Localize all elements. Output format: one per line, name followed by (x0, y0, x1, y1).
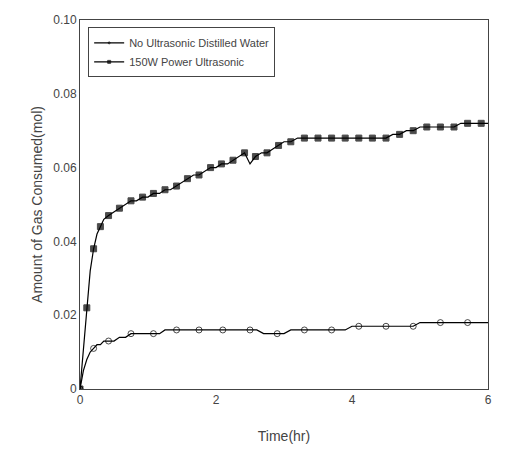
svg-text:Time(hr): Time(hr) (258, 428, 310, 444)
svg-text:0: 0 (77, 393, 84, 407)
svg-text:150W Power Ultrasonic: 150W Power Ultrasonic (129, 56, 244, 68)
svg-text:4: 4 (349, 393, 356, 407)
svg-text:0.10: 0.10 (53, 13, 77, 27)
svg-text:0.02: 0.02 (53, 308, 77, 322)
svg-text:6: 6 (485, 393, 492, 407)
svg-text:0.06: 0.06 (53, 161, 77, 175)
svg-text:0: 0 (70, 382, 77, 396)
svg-text:0.04: 0.04 (53, 235, 77, 249)
svg-text:2: 2 (213, 393, 220, 407)
svg-text:Amount of Gas Consumed(mol): Amount of Gas Consumed(mol) (29, 106, 45, 303)
svg-text:No Ultrasonic Distilled Water: No Ultrasonic Distilled Water (129, 37, 269, 49)
svg-text:0.08: 0.08 (53, 87, 77, 101)
